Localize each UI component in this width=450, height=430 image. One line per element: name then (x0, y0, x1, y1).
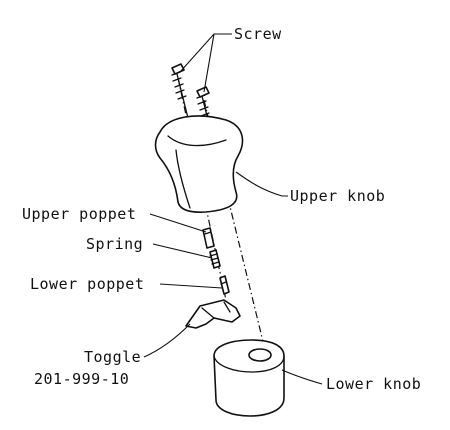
screw-left (171, 63, 189, 119)
screw-label: Screw (234, 25, 282, 43)
toggle-part-number-label: 201-999-10 (34, 370, 129, 388)
toggle-label: Toggle (84, 348, 141, 366)
upper-poppet-label: Upper poppet (22, 205, 136, 223)
upper-poppet-part (202, 227, 215, 249)
lower-knob-label: Lower knob (326, 375, 421, 393)
spring-part (209, 249, 221, 269)
lower-poppet-part (219, 275, 230, 295)
lower-knob-part (213, 339, 285, 417)
upper-knob-leader (235, 171, 288, 197)
spring-label: Spring (86, 235, 143, 253)
upper-knob-label: Upper knob (290, 187, 385, 205)
lower-knob-leader (281, 369, 323, 385)
upper-poppet-leader (149, 213, 207, 233)
lower-poppet-leader (159, 283, 223, 289)
screw-leader (179, 33, 232, 93)
lower-poppet-label: Lower poppet (30, 275, 144, 293)
spring-leader (152, 243, 213, 259)
toggle-leader (143, 323, 191, 358)
toggle-part (185, 299, 241, 329)
upper-knob-part (154, 115, 244, 213)
